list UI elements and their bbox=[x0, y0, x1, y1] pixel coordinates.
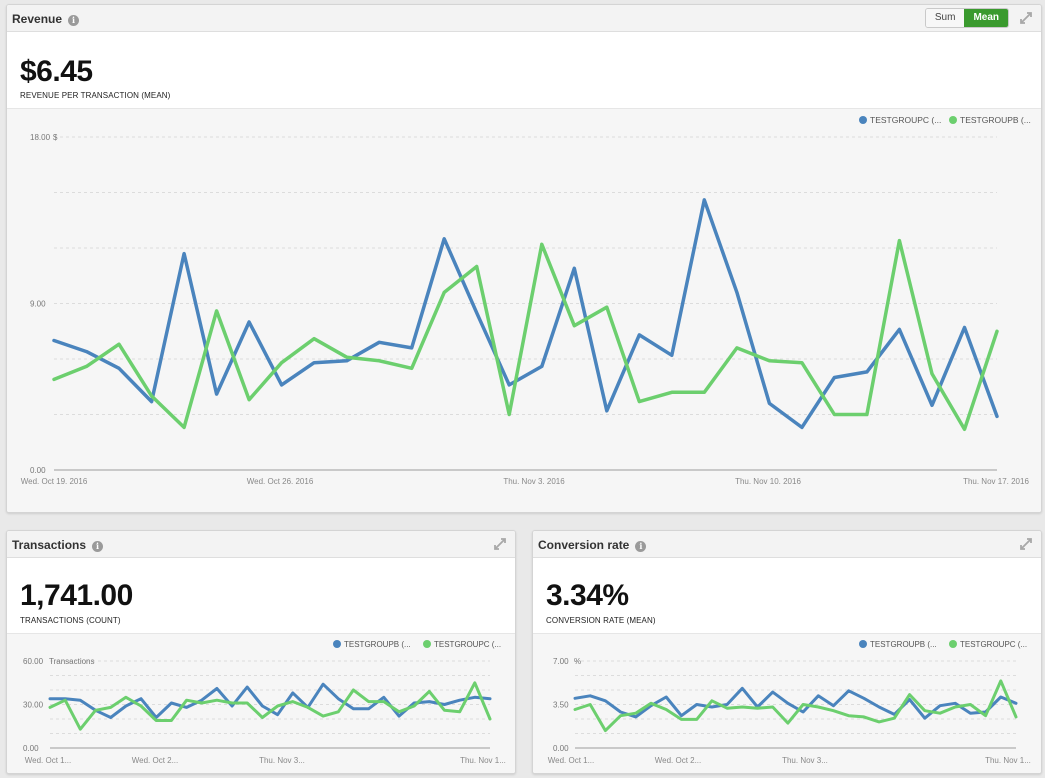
revenue-panel-header: Revenue i Sum Mean bbox=[7, 5, 1041, 32]
y-axis-label: Transactions bbox=[49, 657, 95, 666]
conversion-panel-title: Conversion rate i bbox=[538, 538, 647, 552]
revenue-chart: 0.00 9.00 18.00 $ Wed. Oct 19. 2016 Wed. Oct … bbox=[21, 115, 1031, 486]
revenue-kpi-label: REVENUE PER TRANSACTION (MEAN) bbox=[20, 91, 171, 100]
x-tick-label: Wed. Oct 26. 2016 bbox=[247, 477, 314, 486]
conversion-panel-header: Conversion rate i bbox=[533, 531, 1041, 558]
transactions-kpi-label: TRANSACTIONS (COUNT) bbox=[20, 616, 121, 625]
transactions-panel-title: Transactions i bbox=[12, 538, 104, 552]
conversion-chart-area: 0.00 3.50 7.00% Wed. Oct 1... Wed. Oct 2... T… bbox=[533, 633, 1041, 773]
aggregation-toggle: Sum Mean bbox=[924, 8, 1009, 28]
info-icon[interactable]: i bbox=[68, 15, 80, 26]
y-tick-label: 0.00 bbox=[553, 744, 569, 753]
x-tick-label: Thu. Nov 3... bbox=[782, 756, 828, 765]
legend-marker bbox=[423, 640, 431, 648]
x-tick-label: Wed. Oct 2... bbox=[132, 756, 179, 765]
x-tick-label: Wed. Oct 1... bbox=[25, 756, 72, 765]
transactions-panel: Transactions i 1,741.00 TRANSACTIONS (COU… bbox=[6, 530, 516, 774]
transactions-panel-header: Transactions i bbox=[7, 531, 515, 558]
y-tick-label: 0.00 bbox=[23, 744, 39, 753]
legend-label: TESTGROUPB (... bbox=[870, 640, 937, 649]
transactions-kpi-value: 1,741.00 bbox=[20, 579, 133, 612]
legend-marker bbox=[949, 640, 957, 648]
x-tick-label: Wed. Oct 1... bbox=[548, 756, 595, 765]
x-tick-label: Thu. Nov 3. 2016 bbox=[503, 477, 565, 486]
y-tick-label: 60.00 bbox=[23, 657, 44, 666]
y-tick-label: 3.50 bbox=[553, 701, 569, 710]
legend-label: TESTGROUPB (... bbox=[344, 640, 411, 649]
x-tick-label: Wed. Oct 19. 2016 bbox=[21, 477, 88, 486]
revenue-title-text: Revenue bbox=[12, 12, 63, 26]
info-icon[interactable]: i bbox=[635, 541, 647, 552]
conversion-title-text: Conversion rate bbox=[538, 538, 630, 552]
transactions-title-text: Transactions bbox=[12, 538, 87, 552]
mean-button[interactable]: Mean bbox=[964, 9, 1008, 27]
legend-marker bbox=[949, 116, 957, 124]
expand-icon[interactable] bbox=[1019, 537, 1033, 551]
sum-button[interactable]: Sum bbox=[925, 9, 965, 27]
revenue-panel: Revenue i Sum Mean $6.45 REVENUE PER TRAN… bbox=[6, 4, 1042, 513]
expand-icon[interactable] bbox=[1019, 11, 1033, 25]
transactions-chart-area: 0.00 30.00 60.00 Transactions Wed. Oct 1... W… bbox=[7, 633, 515, 773]
x-tick-label: Thu. Nov 1... bbox=[985, 756, 1031, 765]
y-tick-label: 18.00 bbox=[30, 133, 51, 142]
y-tick-label: 0.00 bbox=[30, 466, 46, 475]
legend-marker bbox=[859, 116, 867, 124]
x-tick-label: Thu. Nov 17. 2016 bbox=[963, 477, 1029, 486]
x-tick-label: Thu. Nov 1... bbox=[460, 756, 506, 765]
legend-label: TESTGROUPB (... bbox=[960, 115, 1031, 125]
conversion-kpi-label: CONVERSION RATE (MEAN) bbox=[546, 616, 656, 625]
legend-label: TESTGROUPC (... bbox=[870, 115, 941, 125]
info-icon[interactable]: i bbox=[92, 541, 104, 552]
y-tick-label: 9.00 bbox=[30, 300, 46, 309]
legend-marker bbox=[333, 640, 341, 648]
revenue-panel-title: Revenue i bbox=[12, 12, 80, 26]
conversion-panel: Conversion rate i 3.34% CONVERSION RATE (… bbox=[532, 530, 1042, 774]
revenue-kpi-value: $6.45 bbox=[20, 55, 93, 88]
x-tick-label: Thu. Nov 10. 2016 bbox=[735, 477, 801, 486]
y-tick-label: 30.00 bbox=[23, 701, 44, 710]
series-line bbox=[48, 681, 492, 731]
conversion-chart: 0.00 3.50 7.00 % Wed. Oct 1... Wed. Oct 2... T… bbox=[548, 640, 1031, 765]
y-axis-label: $ bbox=[53, 133, 58, 142]
transactions-chart: 0.00 30.00 60.00 Transactions Wed. Oct 1... W… bbox=[23, 640, 506, 765]
x-tick-label: Thu. Nov 3... bbox=[259, 756, 305, 765]
expand-icon[interactable] bbox=[493, 537, 507, 551]
series-line bbox=[52, 198, 999, 430]
legend-label: TESTGROUPC (... bbox=[434, 640, 501, 649]
x-tick-label: Wed. Oct 2... bbox=[655, 756, 702, 765]
series-line bbox=[573, 679, 1018, 733]
y-axis-label: % bbox=[574, 657, 581, 666]
y-tick-label: 7.00 bbox=[553, 657, 569, 666]
conversion-kpi-value: 3.34% bbox=[546, 579, 629, 612]
legend-label: TESTGROUPC (... bbox=[960, 640, 1027, 649]
series-line bbox=[573, 686, 1018, 720]
series-line bbox=[52, 238, 999, 432]
revenue-chart-area: 0.00 9.00 18.00 $ Wed. Oct 19. 2016 Wed. Oct … bbox=[7, 108, 1041, 512]
legend-marker bbox=[859, 640, 867, 648]
